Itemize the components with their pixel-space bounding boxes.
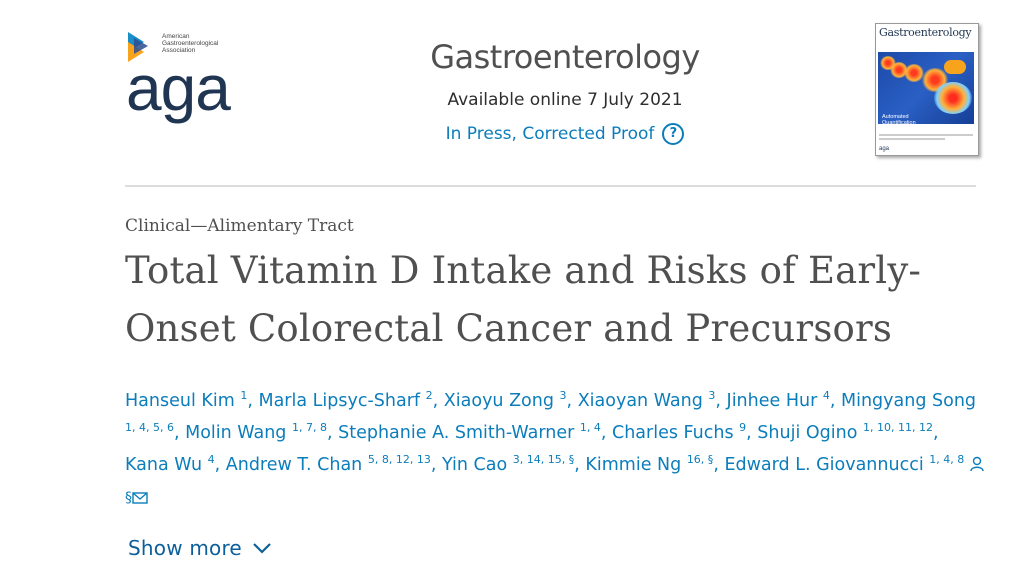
author-affiliation[interactable]: 3 [708, 389, 716, 402]
author-link[interactable]: Xiaoyu Zong [443, 391, 554, 411]
help-icon[interactable]: ? [662, 123, 685, 145]
show-more-label: Show more [128, 536, 242, 560]
equal-contribution-symbol[interactable]: § [125, 490, 132, 506]
journal-info: Gastroenterology Available online 7 July… [380, 38, 750, 145]
article-status: In Press, Corrected Proof ? [380, 123, 750, 145]
cover-badge [944, 60, 966, 74]
author-affiliation[interactable]: 9 [739, 421, 747, 434]
cover-art: Automated Quantification of Barrett's Ep… [878, 52, 974, 138]
author-link[interactable]: Charles Fuchs [612, 423, 734, 443]
aga-flag-icon [128, 32, 148, 62]
org-name-line2: Gastroenterological [162, 40, 219, 47]
author-affiliation[interactable]: 3, 14, 15, § [512, 453, 575, 466]
cover-footer: aga [879, 132, 973, 152]
author-affiliation[interactable]: 1, 4, 5, 6 [125, 421, 174, 434]
person-icon[interactable] [970, 456, 984, 472]
author-affiliation[interactable]: 4 [822, 389, 830, 402]
author-affiliation[interactable]: 4 [207, 453, 215, 466]
author-link[interactable]: Andrew T. Chan [225, 455, 363, 475]
chevron-down-icon [253, 543, 271, 554]
org-name-line3: Association [162, 47, 196, 54]
author-affiliation[interactable]: 2 [425, 389, 433, 402]
email-icon[interactable] [132, 492, 148, 504]
author-affiliation[interactable]: 1 [240, 389, 248, 402]
org-name-line1: American [162, 33, 190, 40]
aga-logo[interactable]: American Gastroenterological Association… [126, 30, 251, 140]
author-link[interactable]: Hanseul Kim [125, 391, 235, 411]
article-section: Clinical—Alimentary Tract [125, 216, 354, 236]
available-online-date: Available online 7 July 2021 [447, 90, 683, 110]
author-link[interactable]: Stephanie A. Smith-Warner [338, 423, 575, 443]
author-link[interactable]: Kimmie Ng [585, 455, 682, 475]
author-affiliation[interactable]: 1, 10, 11, 12 [863, 421, 933, 434]
author-link[interactable]: Edward L. Giovannucci [724, 455, 924, 475]
journal-title-link[interactable]: Gastroenterology [430, 38, 700, 76]
cover-title: Gastroenterology [879, 26, 972, 39]
author-link[interactable]: Kana Wu [125, 455, 203, 475]
author-link[interactable]: Jinhee Hur [726, 391, 818, 411]
author-affiliation[interactable]: 1, 7, 8 [292, 421, 327, 434]
in-press-link[interactable]: In Press, Corrected Proof [445, 124, 655, 144]
author-affiliation[interactable]: 1, 4, 8 [929, 453, 965, 466]
show-more-button[interactable]: Show more [128, 536, 272, 560]
author-affiliation[interactable]: 1, 4 [579, 421, 601, 434]
header-divider [125, 185, 976, 187]
author-affiliation[interactable]: 5, 8, 12, 13 [367, 453, 431, 466]
author-affiliation[interactable]: 3 [559, 389, 567, 402]
author-link[interactable]: Mingyang Song [841, 391, 977, 411]
author-list: Hanseul Kim 1, Marla Lipsyc-Sharf 2, Xia… [125, 385, 985, 514]
author-link[interactable]: Molin Wang [185, 423, 287, 443]
aga-wordmark: aga [126, 52, 231, 124]
author-link[interactable]: Shuji Ogino [757, 423, 858, 443]
author-link[interactable]: Marla Lipsyc-Sharf [258, 391, 421, 411]
journal-cover-thumbnail[interactable]: Gastroenterology Automated Quantificatio… [875, 23, 979, 156]
article-title: Total Vitamin D Intake and Risks of Earl… [125, 249, 922, 350]
author-link[interactable]: Xiaoyan Wang [577, 391, 703, 411]
author-link[interactable]: Yin Cao [441, 455, 508, 475]
author-affiliation[interactable]: 16, § [686, 453, 714, 466]
